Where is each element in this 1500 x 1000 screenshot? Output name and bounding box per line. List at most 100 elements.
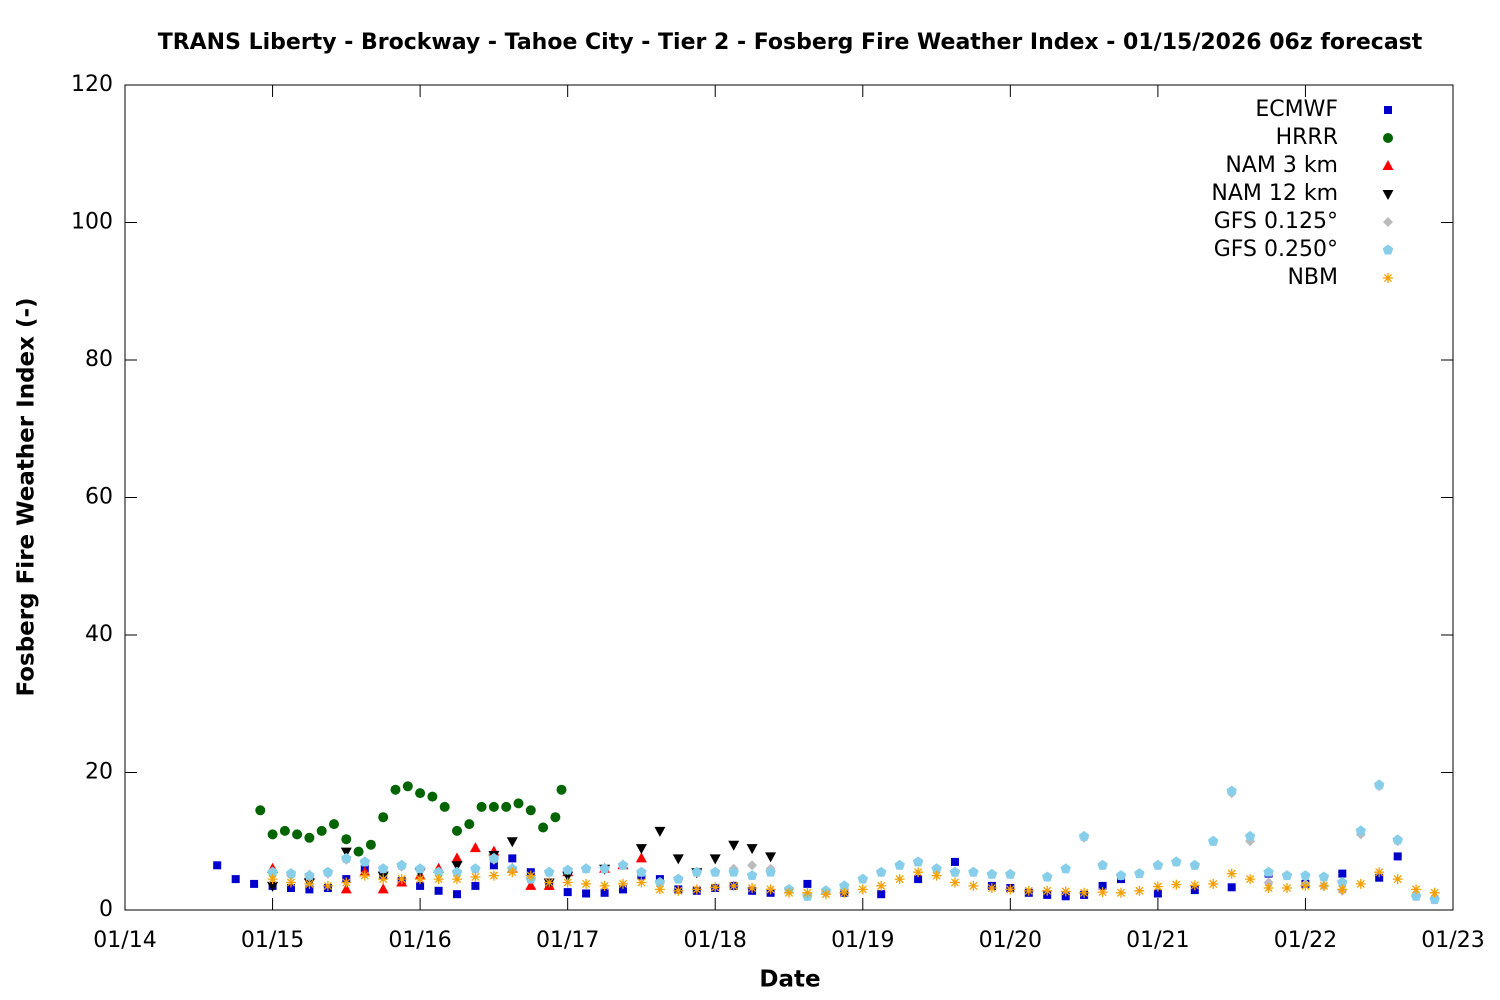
- data-point: [488, 870, 499, 881]
- data-point: [913, 867, 924, 878]
- data-point: [470, 872, 481, 882]
- y-tick-label: 0: [99, 897, 113, 922]
- data-point: [267, 829, 278, 840]
- legend-marker: [1383, 273, 1393, 283]
- data-point: [765, 852, 777, 863]
- data-point: [1338, 869, 1347, 878]
- data-point: [267, 866, 278, 877]
- y-axis-label: Fosberg Fire Weather Index (-): [14, 297, 40, 696]
- data-point: [329, 819, 339, 830]
- data-point: [1189, 859, 1201, 870]
- data-point: [1337, 877, 1348, 887]
- data-point: [1041, 871, 1053, 882]
- data-point: [451, 861, 463, 872]
- data-point: [968, 866, 979, 877]
- data-point: [414, 863, 426, 874]
- data-point: [839, 887, 850, 898]
- data-point: [513, 798, 524, 809]
- data-point: [1098, 881, 1107, 890]
- x-tick-label: 01/18: [684, 928, 747, 953]
- data-point: [709, 854, 721, 865]
- data-point: [839, 880, 850, 891]
- data-point: [728, 880, 739, 891]
- legend-marker: [1382, 160, 1394, 170]
- legend-label: NAM 12 km: [1211, 181, 1338, 206]
- data-point: [316, 825, 327, 836]
- data-point: [452, 874, 462, 885]
- data-point: [304, 878, 315, 889]
- data-point: [506, 837, 518, 848]
- data-point: [1392, 834, 1403, 845]
- data-point: [304, 832, 315, 843]
- data-point: [287, 884, 295, 892]
- data-point: [279, 825, 290, 836]
- data-point: [914, 875, 923, 884]
- data-point: [439, 801, 450, 812]
- data-point: [654, 877, 666, 887]
- data-point: [580, 863, 592, 874]
- data-point: [1300, 870, 1311, 881]
- data-point: [1429, 887, 1440, 898]
- data-point: [986, 883, 997, 893]
- legend-marker: [1382, 190, 1394, 200]
- data-point: [728, 866, 739, 877]
- data-point: [876, 880, 887, 891]
- data-point: [1281, 870, 1293, 881]
- data-point: [341, 877, 352, 888]
- x-tick-label: 01/20: [979, 928, 1042, 953]
- data-point: [508, 854, 517, 863]
- data-point: [507, 867, 518, 878]
- data-point: [365, 839, 376, 850]
- y-tick-label: 20: [85, 760, 113, 785]
- legend-label: NAM 3 km: [1225, 153, 1338, 178]
- data-point: [213, 861, 222, 870]
- data-point: [1005, 868, 1016, 879]
- data-point: [802, 887, 813, 898]
- data-point: [599, 880, 610, 891]
- data-point: [746, 870, 758, 881]
- data-point: [691, 866, 703, 877]
- data-point: [1078, 830, 1090, 841]
- data-point: [322, 880, 333, 891]
- data-point: [1373, 779, 1385, 790]
- data-point: [1023, 885, 1034, 896]
- data-point: [1208, 878, 1219, 889]
- data-point: [543, 866, 555, 877]
- data-point: [1355, 825, 1367, 836]
- data-point: [544, 877, 555, 888]
- data-point: [877, 890, 886, 899]
- data-point: [452, 825, 462, 836]
- data-point: [673, 885, 684, 896]
- data-point: [672, 854, 684, 865]
- y-tick-label: 100: [71, 210, 113, 235]
- data-point: [1207, 835, 1219, 846]
- data-point: [359, 856, 371, 867]
- data-point: [635, 852, 647, 863]
- data-point: [581, 878, 592, 889]
- data-point: [931, 863, 942, 874]
- data-point: [285, 868, 297, 879]
- data-point: [1282, 883, 1292, 893]
- data-point: [1060, 863, 1071, 874]
- data-point: [765, 866, 776, 877]
- data-point: [396, 859, 407, 870]
- data-point: [1263, 866, 1274, 877]
- data-point: [1337, 884, 1348, 895]
- data-point: [710, 882, 721, 893]
- data-point: [1244, 830, 1256, 841]
- data-point: [396, 874, 407, 885]
- data-point: [747, 860, 758, 871]
- data-point: [1226, 785, 1237, 796]
- data-point: [341, 852, 352, 863]
- data-point: [1171, 856, 1182, 867]
- x-tick-label: 01/21: [1126, 928, 1189, 953]
- data-point: [434, 886, 443, 895]
- data-point: [986, 868, 998, 879]
- data-point: [556, 784, 567, 795]
- data-point: [1300, 880, 1311, 891]
- data-point: [618, 878, 628, 889]
- data-point: [402, 781, 413, 792]
- data-point: [416, 881, 425, 890]
- data-point: [377, 883, 389, 894]
- data-point: [433, 866, 444, 877]
